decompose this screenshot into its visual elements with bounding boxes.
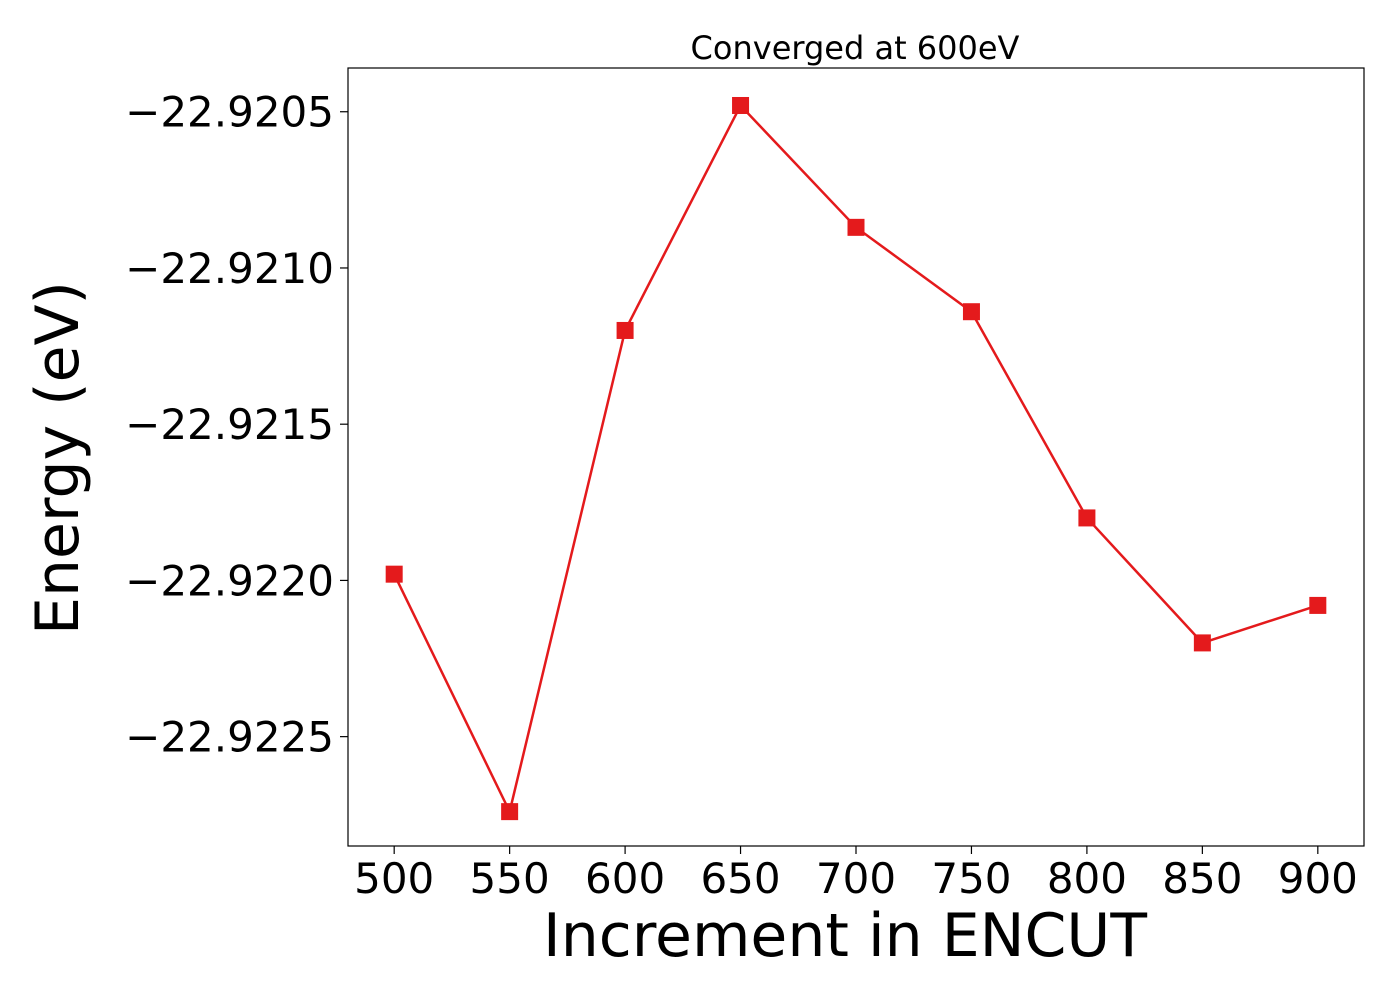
y-tick-label: −22.9205 — [125, 88, 334, 137]
data-point-500 — [385, 565, 403, 583]
x-tick-label: 700 — [816, 854, 896, 903]
series-line — [393, 103, 1319, 816]
data-point-850 — [1193, 634, 1211, 652]
x-tick-label: 500 — [354, 854, 434, 903]
y-axis-label: Energy (eV) — [23, 281, 93, 635]
y-tick-label: −22.9220 — [125, 556, 334, 605]
x-tick-label: 900 — [1278, 854, 1358, 903]
x-tick-label: 600 — [585, 854, 665, 903]
data-point-650 — [732, 96, 750, 114]
chart-title: Converged at 600eV — [691, 29, 1020, 67]
y-tick-label: −22.9225 — [125, 713, 334, 762]
plot-area-frame — [347, 67, 1365, 847]
y-tick-label: −22.9210 — [125, 244, 334, 293]
data-point-900 — [1309, 596, 1327, 614]
data-point-800 — [1078, 509, 1096, 527]
data-point-750 — [962, 303, 980, 321]
data-point-700 — [847, 218, 865, 236]
x-tick-label: 800 — [1047, 854, 1127, 903]
x-tick-label: 550 — [470, 854, 550, 903]
x-tick-label: 650 — [700, 854, 780, 903]
x-axis-label: Increment in ENCUT — [543, 901, 1147, 971]
x-axis-ticks: 500 550 600 650 700 750 800 850 900 — [354, 846, 1358, 903]
data-point-550 — [501, 803, 519, 821]
data-point-600 — [616, 321, 634, 339]
x-tick-label: 850 — [1162, 854, 1242, 903]
y-tick-label: −22.9215 — [125, 400, 334, 449]
series-layer — [385, 96, 1327, 821]
y-axis-ticks: −22.9205 −22.9210 −22.9215 −22.9220 −22.9225 — [125, 88, 348, 762]
x-tick-label: 750 — [931, 854, 1011, 903]
